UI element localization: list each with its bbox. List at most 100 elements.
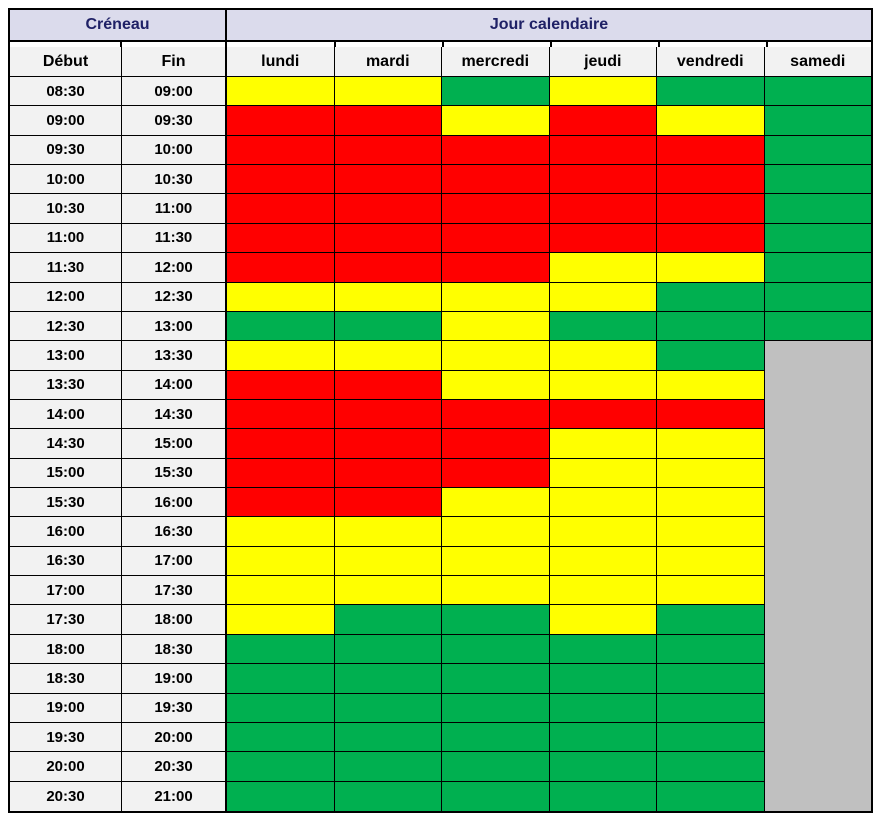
slot-cell-lundi-1900[interactable] [227,693,335,723]
slot-cell-vendredi-1030[interactable] [657,194,765,224]
time-cell-debut[interactable]: 11:30 [10,253,122,283]
slot-cell-vendredi-0930[interactable] [657,135,765,166]
slot-cell-mardi-1630[interactable] [334,546,442,577]
slot-cell-mercredi-1430[interactable] [442,429,550,459]
slot-cell-mardi-1130[interactable] [334,253,442,283]
slot-cell-samedi-2000[interactable] [764,752,871,782]
slot-cell-jeudi-1030[interactable] [549,194,657,224]
slot-cell-lundi-1830[interactable] [227,664,335,694]
slot-cell-mercredi-1600[interactable] [442,517,550,547]
slot-cell-vendredi-1330[interactable] [657,370,765,400]
header-group-jour-calendaire[interactable]: Jour calendaire [227,10,871,40]
slot-cell-vendredi-1400[interactable] [657,399,765,430]
time-cell-debut[interactable]: 18:30 [10,664,122,694]
slot-cell-vendredi-1130[interactable] [657,253,765,283]
time-cell-fin[interactable]: 13:30 [122,341,227,371]
slot-cell-mardi-1600[interactable] [334,517,442,547]
slot-cell-mardi-1730[interactable] [334,605,442,635]
slot-cell-vendredi-1230[interactable] [657,311,765,342]
slot-cell-mardi-1200[interactable] [334,282,442,312]
slot-cell-jeudi-1330[interactable] [549,370,657,400]
slot-cell-vendredi-1000[interactable] [657,165,765,195]
time-cell-debut[interactable]: 17:00 [10,576,122,606]
slot-cell-mercredi-1030[interactable] [442,194,550,224]
time-cell-fin[interactable]: 15:00 [122,429,227,459]
time-cell-debut[interactable]: 20:00 [10,752,122,782]
slot-cell-samedi-1200[interactable] [764,282,871,312]
slot-cell-mercredi-2030[interactable] [442,781,550,811]
slot-cell-jeudi-1300[interactable] [549,341,657,371]
time-cell-debut[interactable]: 12:30 [10,311,122,342]
slot-cell-vendredi-1900[interactable] [657,693,765,723]
header-group-creneau[interactable]: Créneau [10,10,227,40]
time-cell-fin[interactable]: 18:00 [122,605,227,635]
slot-cell-jeudi-1630[interactable] [549,546,657,577]
slot-cell-mercredi-1630[interactable] [442,546,550,577]
slot-cell-mardi-1900[interactable] [334,693,442,723]
slot-cell-samedi-1000[interactable] [764,165,871,195]
slot-cell-mardi-1330[interactable] [334,370,442,400]
time-cell-fin[interactable]: 18:30 [122,634,227,665]
slot-cell-vendredi-1800[interactable] [657,634,765,665]
slot-cell-mardi-1030[interactable] [334,194,442,224]
time-cell-fin[interactable]: 09:00 [122,77,227,107]
time-cell-debut[interactable]: 14:00 [10,399,122,430]
slot-cell-jeudi-0930[interactable] [549,135,657,166]
time-cell-debut[interactable]: 13:00 [10,341,122,371]
slot-cell-vendredi-1700[interactable] [657,576,765,606]
slot-cell-samedi-2030[interactable] [764,781,871,811]
slot-cell-lundi-0930[interactable] [227,135,335,166]
time-cell-fin[interactable]: 14:30 [122,399,227,430]
slot-cell-mardi-0900[interactable] [334,106,442,136]
column-header-jeudi[interactable]: jeudi [549,47,657,76]
time-cell-debut[interactable]: 15:00 [10,458,122,489]
time-cell-fin[interactable]: 15:30 [122,458,227,489]
slot-cell-mercredi-0830[interactable] [442,77,550,107]
slot-cell-mardi-1830[interactable] [334,664,442,694]
time-cell-fin[interactable]: 17:30 [122,576,227,606]
slot-cell-vendredi-1830[interactable] [657,664,765,694]
slot-cell-jeudi-1830[interactable] [549,664,657,694]
slot-cell-mercredi-1230[interactable] [442,311,550,342]
slot-cell-lundi-1130[interactable] [227,253,335,283]
slot-cell-vendredi-0830[interactable] [657,77,765,107]
time-cell-fin[interactable]: 16:30 [122,517,227,547]
slot-cell-lundi-2030[interactable] [227,781,335,811]
time-cell-debut[interactable]: 15:30 [10,488,122,518]
slot-cell-lundi-1300[interactable] [227,341,335,371]
slot-cell-vendredi-1500[interactable] [657,458,765,489]
column-header-fin[interactable]: Fin [122,47,227,76]
slot-cell-samedi-1330[interactable] [764,370,871,400]
time-cell-debut[interactable]: 18:00 [10,634,122,665]
slot-cell-samedi-1730[interactable] [764,605,871,635]
slot-cell-vendredi-1430[interactable] [657,429,765,459]
time-cell-fin[interactable]: 12:30 [122,282,227,312]
slot-cell-lundi-1700[interactable] [227,576,335,606]
time-cell-fin[interactable]: 19:00 [122,664,227,694]
slot-cell-mardi-1400[interactable] [334,399,442,430]
slot-cell-lundi-1930[interactable] [227,722,335,753]
slot-cell-mercredi-1900[interactable] [442,693,550,723]
slot-cell-mercredi-1500[interactable] [442,458,550,489]
column-header-vendredi[interactable]: vendredi [657,47,765,76]
slot-cell-samedi-1630[interactable] [764,546,871,577]
time-cell-fin[interactable]: 11:30 [122,223,227,254]
slot-cell-jeudi-0830[interactable] [549,77,657,107]
slot-cell-mardi-1500[interactable] [334,458,442,489]
slot-cell-samedi-1600[interactable] [764,517,871,547]
slot-cell-samedi-0930[interactable] [764,135,871,166]
slot-cell-vendredi-1530[interactable] [657,488,765,518]
slot-cell-vendredi-1630[interactable] [657,546,765,577]
time-cell-debut[interactable]: 12:00 [10,282,122,312]
slot-cell-samedi-0900[interactable] [764,106,871,136]
slot-cell-lundi-1630[interactable] [227,546,335,577]
time-cell-fin[interactable]: 20:00 [122,722,227,753]
slot-cell-mardi-1300[interactable] [334,341,442,371]
slot-cell-mercredi-1000[interactable] [442,165,550,195]
slot-cell-mercredi-1300[interactable] [442,341,550,371]
slot-cell-samedi-1500[interactable] [764,458,871,489]
slot-cell-lundi-1230[interactable] [227,311,335,342]
slot-cell-lundi-1430[interactable] [227,429,335,459]
slot-cell-vendredi-1200[interactable] [657,282,765,312]
time-cell-debut[interactable]: 09:00 [10,106,122,136]
